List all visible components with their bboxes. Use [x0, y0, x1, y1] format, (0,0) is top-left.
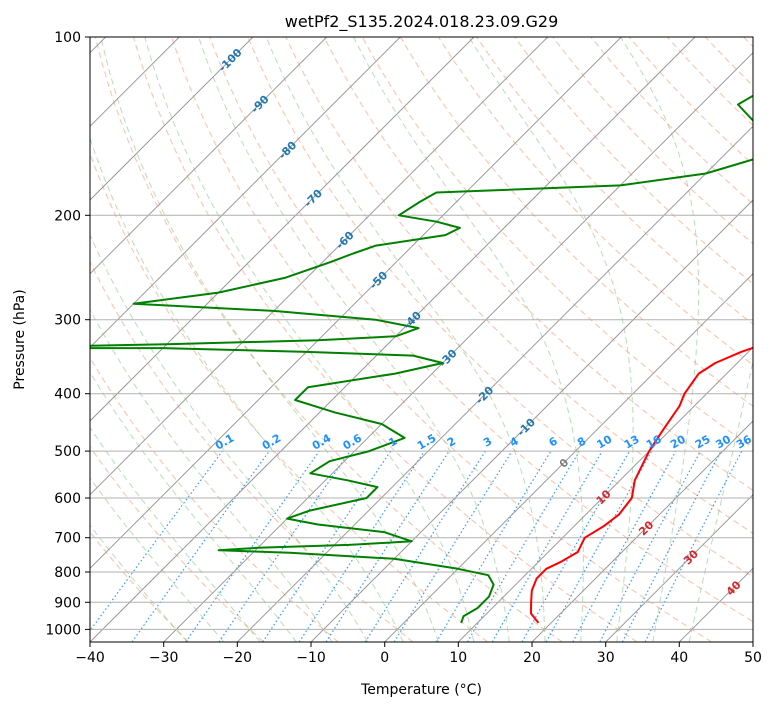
moist-adiabat — [144, 37, 475, 642]
isotherm-line — [90, 37, 696, 642]
moist-adiabat — [353, 37, 584, 642]
x-tick-label: −20 — [223, 650, 253, 666]
moist-adiabat — [620, 37, 700, 642]
moist-adiabat — [688, 358, 753, 642]
moist-adiabat — [90, 477, 225, 642]
x-tick-label: −10 — [296, 650, 326, 666]
mixing-ratio-line — [185, 450, 320, 642]
y-tick-label: 900 — [54, 595, 81, 611]
dry-adiabat — [209, 37, 753, 623]
y-tick-label: 600 — [54, 491, 81, 507]
moist-adiabat — [90, 371, 297, 642]
dewpoint-line — [90, 94, 753, 624]
moist-adiabat — [100, 37, 439, 642]
mixing-ratio-line — [572, 450, 677, 642]
isotherm-line — [457, 346, 753, 642]
x-axis-label: Temperature (°C) — [360, 682, 482, 698]
x-tick-label: 0 — [380, 650, 389, 666]
isotherm-line — [90, 37, 254, 201]
dry-adiabat — [94, 37, 563, 642]
background-lines — [90, 37, 753, 642]
dry-adiabat — [247, 37, 753, 578]
mixing-ratio-line — [131, 450, 270, 642]
y-axis: 100 200 300 400 500 600 700 800 900 1000 — [45, 30, 90, 638]
chart-title: wetPf2_S135.2024.018.23.09.G29 — [285, 12, 559, 32]
moist-adiabat — [90, 233, 369, 642]
isotherm-line — [90, 37, 328, 275]
y-tick-label: 500 — [54, 444, 81, 460]
moist-adiabat — [90, 308, 333, 642]
dry-adiabat — [171, 37, 712, 642]
x-tick-label: 20 — [523, 650, 541, 666]
isotherm-line — [236, 125, 753, 642]
dry-adiabat — [90, 446, 264, 642]
mixing-ratio-line — [262, 450, 392, 642]
x-tick-label: −30 — [149, 650, 179, 666]
dry-adiabat — [323, 37, 753, 491]
mixing-ratio-line — [644, 450, 743, 642]
x-tick-label: −40 — [75, 650, 105, 666]
isotherm-line — [90, 37, 549, 496]
x-tick-label: 30 — [597, 650, 615, 666]
dry-adiabat — [132, 37, 638, 642]
y-tick-label: 800 — [54, 565, 81, 581]
dry-adiabat — [514, 37, 753, 285]
isotherm-line — [90, 37, 475, 422]
y-tick-label: 400 — [54, 387, 81, 403]
isotherm-line — [605, 493, 753, 642]
moist-adiabat — [90, 426, 261, 642]
y-tick-label: 300 — [54, 313, 81, 329]
mixing-ratio-line — [90, 450, 223, 632]
pressure-gridlines — [90, 37, 753, 630]
x-tick-label: 10 — [449, 650, 467, 666]
mixing-ratio-line — [393, 450, 513, 642]
isotherm-line — [163, 51, 753, 642]
x-axis: −40 −30 −20 −10 0 10 20 30 40 50 — [75, 642, 762, 666]
y-tick-label: 200 — [54, 208, 81, 224]
moist-adiabat — [90, 524, 188, 642]
dry-adiabat — [90, 356, 339, 642]
mixing-ratio-line — [521, 450, 631, 642]
y-tick-label: 1000 — [45, 622, 81, 638]
isotherm-line — [90, 37, 401, 349]
series-layer — [90, 94, 753, 624]
x-tick-label: 40 — [670, 650, 688, 666]
y-tick-label: 100 — [54, 30, 81, 46]
dry-adiabat — [285, 37, 753, 535]
isotherm-line — [531, 420, 753, 642]
isotherm-line — [384, 272, 753, 642]
mixing-ratio-line — [218, 450, 351, 642]
dry-adiabat — [476, 37, 753, 325]
moist-adiabat — [265, 37, 546, 642]
mixing-ratio-line — [545, 450, 653, 642]
y-tick-label: 700 — [54, 531, 81, 547]
plot-frame — [89, 36, 754, 643]
mixing-ratio-line — [325, 450, 450, 642]
temperature-line — [530, 346, 753, 624]
dry-adiabat — [90, 260, 414, 642]
mixing-ratio-line — [298, 450, 425, 642]
moist-adiabat — [90, 136, 404, 642]
y-axis-label: Pressure (hPa) — [12, 289, 28, 389]
x-tick-label: 50 — [744, 650, 762, 666]
moist-adiabat — [198, 37, 510, 642]
